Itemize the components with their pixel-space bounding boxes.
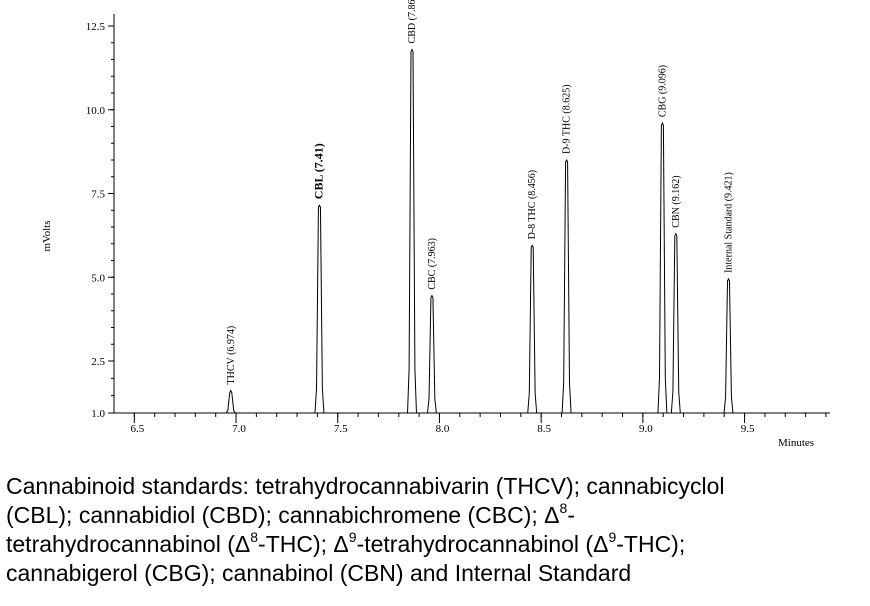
figure-caption: Cannabinoid standards: tetrahydrocannabi… [6, 472, 866, 588]
caption-line-3: tetrahydrocannabinol (Δ8-THC); Δ9-tetrah… [6, 529, 686, 557]
caption-line-1: Cannabinoid standards: tetrahydrocannabi… [6, 473, 725, 499]
peak-trace [670, 232, 681, 414]
peak-label: D-9 THC (8.625) [562, 84, 573, 154]
caption-line-4: cannabigerol (CBG); cannabinol (CBN) and… [6, 560, 632, 586]
x-tick-label: 7.0 [232, 423, 246, 435]
peak-trace [561, 158, 572, 414]
y-tick-label: 5.0 [91, 272, 105, 284]
peak-label: Internal Standard (9.421) [723, 172, 734, 273]
y-tick-label: 2.5 [91, 356, 105, 368]
y-axis-label: mVolts [41, 221, 53, 252]
peak-trace [225, 389, 236, 414]
peak-label: CBD (7.865) [407, 0, 418, 43]
peak-label: CBC (7.963) [427, 238, 438, 290]
chromatogram-trace [225, 48, 734, 414]
peak-label: CBL (7.41) [311, 143, 325, 199]
peak-trace [527, 244, 538, 414]
x-tick-label: 8.5 [537, 423, 551, 435]
peak-label: D-8 THC (8.456) [527, 170, 538, 240]
y-tick-label: 10.0 [86, 105, 106, 117]
peak-label: CBN (9.162) [671, 175, 682, 227]
peak-trace [407, 48, 417, 414]
y-tick-label: 1.0 [91, 408, 105, 420]
caption-line-2: (CBL); cannabidiol (CBD); cannabichromen… [6, 500, 575, 528]
chart-axes: 1.0 2.5 5.0 7.5 10.0 12.5 6.5 7.0 7.5 8.0 8.5 9.0 9.… [86, 14, 830, 435]
y-tick-label: 7.5 [91, 189, 105, 201]
peak-trace [723, 277, 734, 414]
peak-trace [426, 294, 437, 414]
x-axis-label: Minutes [778, 437, 814, 449]
x-tick-label: 8.0 [436, 423, 450, 435]
peak-trace [657, 122, 668, 414]
chromatogram-chart: 1.0 2.5 5.0 7.5 10.0 12.5 6.5 7.0 7.5 8.0 8.5 9.0 9.… [41, 0, 830, 449]
x-tick-label: 7.5 [334, 423, 348, 435]
x-tick-label: 6.5 [130, 423, 144, 435]
peak-trace [314, 204, 325, 414]
y-tick-label: 12.5 [86, 21, 106, 33]
x-tick-label: 9.0 [639, 423, 653, 435]
peak-label: CBG (9.096) [657, 65, 668, 117]
peak-labels: THCV (6.974) CBL (7.41) CBD (7.865) CBC (7.… [226, 0, 735, 384]
peak-label: THCV (6.974) [226, 326, 237, 385]
x-tick-label: 9.5 [741, 423, 755, 435]
